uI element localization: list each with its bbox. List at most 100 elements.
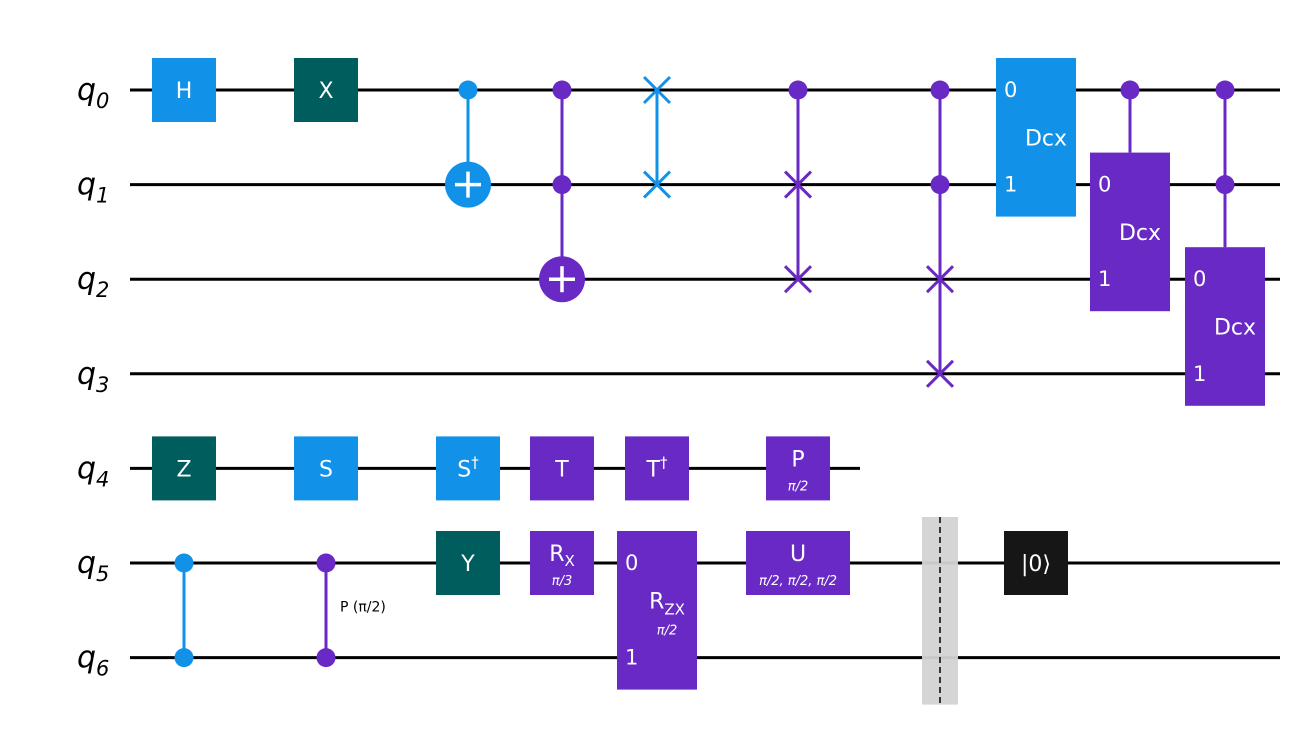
gate-y-label: Y	[460, 552, 475, 577]
gate-cswap	[783, 80, 813, 294]
qubit-label-q6: q6	[77, 641, 109, 681]
gate-u-box	[746, 531, 850, 595]
gate-dcx-b: 0 1 Dcx	[1090, 80, 1170, 312]
gate-rzx: 0 1 RZX π/2	[617, 531, 697, 690]
gate-sdg-label: S†	[457, 453, 479, 482]
gate-p-param: π/2	[788, 479, 808, 494]
gate-reset-box	[1004, 531, 1068, 595]
gate-ccswap-control-q0	[930, 80, 950, 100]
gate-h: H	[152, 58, 216, 122]
gate-x: X	[294, 58, 358, 122]
gate-ccx	[539, 80, 585, 303]
gate-tdg-box	[625, 436, 689, 501]
gate-ccx-target-q2	[539, 256, 585, 303]
gate-dcx-c-label: Dcx	[1214, 316, 1256, 341]
gate-swap	[642, 75, 672, 199]
gate-dcx-c-pin-1: 1	[1193, 362, 1206, 386]
gate-sdg: S†	[436, 436, 500, 501]
gate-dcx-c-control-q1	[1215, 175, 1235, 195]
gates: H X Z S S† Y T RX π/3 T† Pπ/2 Uπ/2, π/2, π/2 |0⟩ P (π…	[152, 58, 1265, 705]
gate-rzx-label: RZX	[649, 589, 685, 618]
gate-ccx-control-q1	[552, 175, 572, 195]
gate-ccx-control-q0	[552, 80, 572, 100]
gate-p-label: P	[791, 447, 804, 472]
gate-cp: P (π/2)	[316, 553, 386, 668]
gate-ccswap-control-q1	[930, 175, 950, 195]
gate-p: Pπ/2	[766, 436, 830, 501]
gate-rzx-box	[617, 531, 697, 690]
gate-s: S	[294, 436, 358, 501]
gate-x-label: X	[318, 79, 333, 104]
gate-dcx-b-box	[1090, 152, 1170, 312]
qubit-labels: q0 q1 q2 q3 q4 q5 q6	[77, 73, 109, 681]
gate-tdg-label: T†	[646, 453, 668, 482]
gate-swap-swap-q1	[642, 170, 672, 199]
gate-dcx-b-pin-0: 0	[1098, 173, 1111, 197]
gate-s-box	[294, 436, 358, 501]
gate-rx-param: π/3	[552, 574, 572, 589]
gate-dcx-c-control-q0	[1215, 80, 1235, 100]
gate-cp-label: P (π/2)	[340, 599, 386, 615]
qubit-label-q1: q1	[77, 168, 109, 208]
gate-cz	[174, 553, 194, 668]
gate-swap-swap-q0	[642, 75, 672, 105]
gate-rzx-pin-0: 0	[625, 551, 638, 575]
gate-z: Z	[152, 436, 216, 501]
gate-cswap-swap-q2	[783, 265, 813, 294]
gate-y: Y	[436, 531, 500, 595]
gate-u-param: π/2, π/2, π/2	[759, 574, 837, 589]
gate-rx: RX π/3	[530, 531, 594, 595]
gate-dcx-a-label: Dcx	[1025, 126, 1067, 151]
gate-reset-label: |0⟩	[1021, 552, 1051, 577]
gate-h-label: H	[176, 79, 193, 104]
qubit-label-q3: q3	[77, 357, 109, 397]
gate-h-box	[152, 58, 216, 122]
gate-dcx-a-pin-0: 0	[1004, 78, 1017, 102]
gate-t-box	[530, 436, 594, 501]
gate-dcx-c-box	[1185, 247, 1265, 406]
gate-rzx-param: π/2	[657, 623, 677, 638]
gate-x-box	[294, 58, 358, 122]
gate-cz-dot-q6	[174, 648, 194, 668]
gate-cz-dot-q5	[174, 553, 194, 573]
gate-u: Uπ/2, π/2, π/2	[746, 531, 850, 595]
gate-rx-label: RX	[549, 542, 575, 570]
gate-dcx-b-control-q0	[1120, 80, 1140, 100]
gate-cx-control-q0	[458, 80, 478, 100]
gate-ccswap-swap-q3	[925, 359, 955, 388]
gate-dcx-a: 0 1 Dcx	[996, 58, 1076, 217]
gate-ccswap	[925, 80, 955, 388]
gate-cx-target-q1	[445, 161, 491, 208]
qubit-label-q0: q0	[77, 73, 109, 113]
qubit-label-q4: q4	[77, 451, 109, 491]
gate-t-label: T	[554, 457, 569, 482]
gate-sdg-box	[436, 436, 500, 501]
gate-tdg: T†	[625, 436, 689, 501]
gate-z-label: Z	[176, 457, 191, 482]
gate-cx	[445, 80, 491, 208]
gate-dcx-b-pin-1: 1	[1098, 267, 1111, 291]
gate-cswap-control-q0	[788, 80, 808, 100]
gate-y-box	[436, 531, 500, 595]
gate-rx-box	[530, 531, 594, 595]
gate-p-box	[766, 436, 830, 501]
gate-cswap-swap-q1	[783, 170, 813, 199]
gate-dcx-b-label: Dcx	[1119, 221, 1161, 246]
gate-reset: |0⟩	[1004, 531, 1068, 595]
gate-dcx-c: 0 1 Dcx	[1185, 80, 1265, 406]
gate-dcx-a-pin-1: 1	[1004, 173, 1017, 197]
gate-rzx-pin-1: 1	[625, 646, 638, 670]
qubit-label-q2: q2	[77, 262, 109, 302]
qubit-label-q5: q5	[77, 546, 109, 586]
gate-dcx-c-pin-0: 0	[1193, 267, 1206, 291]
gate-u-label: U	[790, 542, 806, 567]
gate-dcx-a-box	[996, 58, 1076, 217]
gate-s-label: S	[319, 457, 333, 482]
gate-cp-dot-q6	[316, 648, 336, 668]
gate-cp-dot-q5	[316, 553, 336, 573]
gate-t: T	[530, 436, 594, 501]
gate-ccswap-swap-q2	[925, 265, 955, 294]
gate-z-box	[152, 436, 216, 501]
barrier	[922, 517, 958, 705]
